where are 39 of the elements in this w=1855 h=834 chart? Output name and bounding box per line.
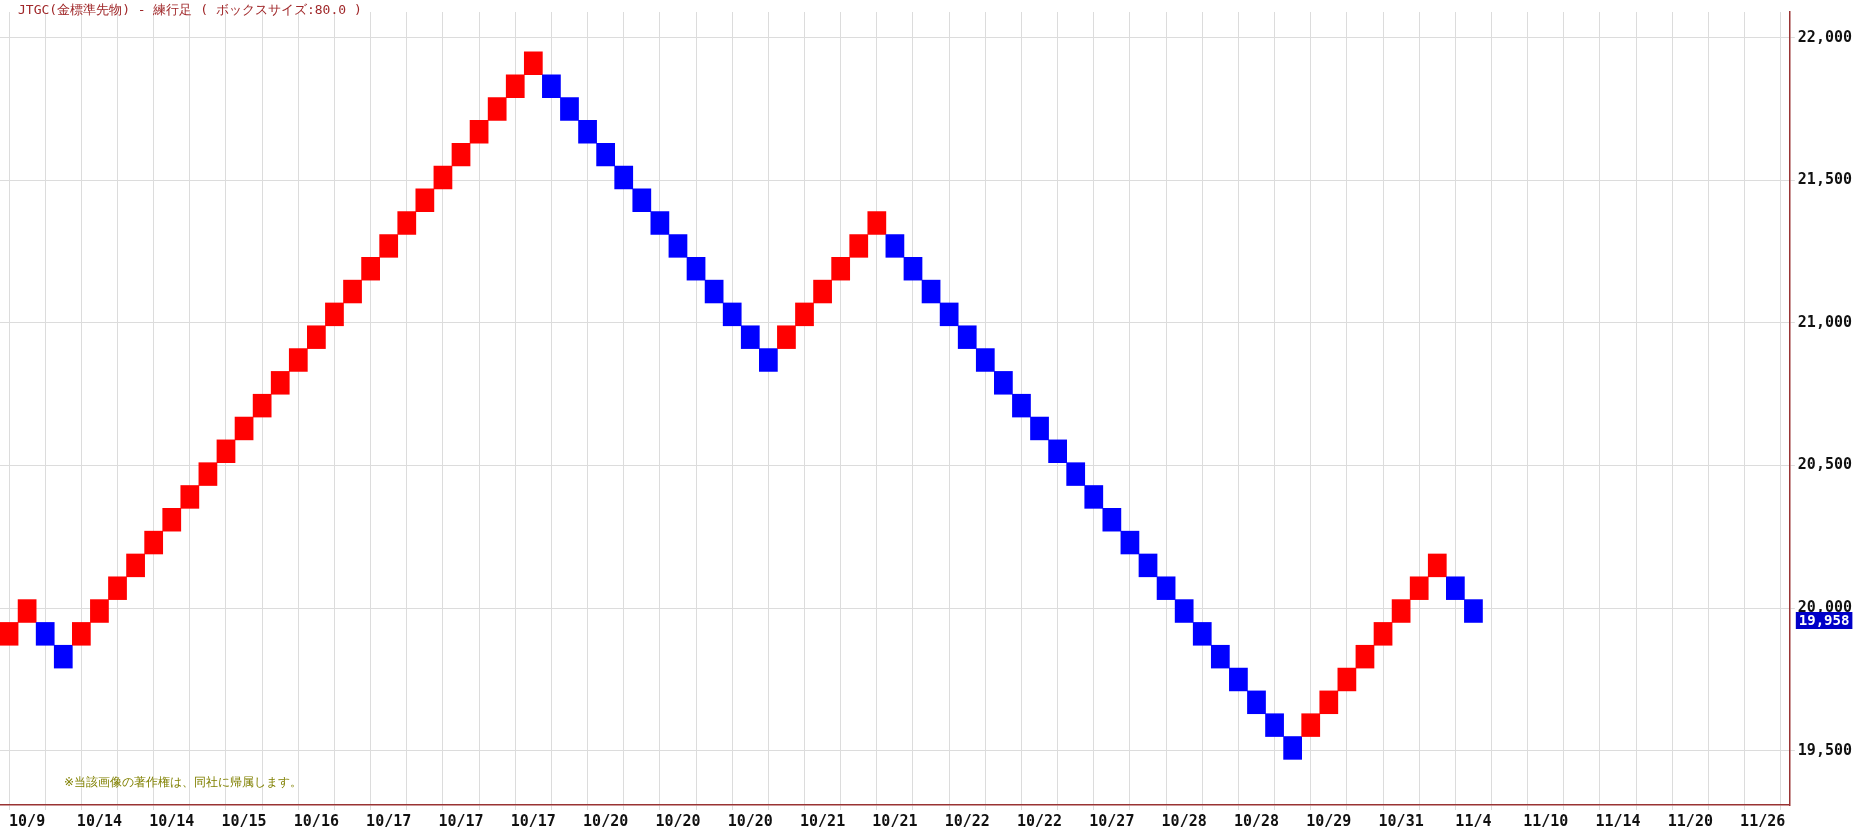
x-tick-label: 10/14 (76, 811, 123, 830)
x-tick-label: 10/17 (438, 811, 484, 830)
x-tick-label: 10/21 (800, 811, 846, 830)
y-tick-label: 21,000 (1797, 312, 1852, 331)
x-tick-label: 10/15 (221, 811, 267, 830)
bar (704, 279, 724, 304)
x-tick-label: 11/14 (1595, 811, 1641, 830)
x-tick-label: 10/22 (1016, 811, 1063, 830)
x-tick-label: 10/16 (293, 811, 339, 830)
y-tick-label: 19,500 (1797, 740, 1852, 759)
x-tick-label: 10/20 (655, 811, 701, 830)
y-tick-label: 21,500 (1797, 170, 1852, 189)
x-tick-label: 11/10 (1523, 811, 1569, 830)
annotation: ※当該画像の著作権は、同社に帰属します。 (64, 775, 303, 790)
bar (1337, 667, 1357, 692)
bar (234, 416, 254, 441)
x-tick-label: 10/27 (1089, 811, 1135, 830)
x-tick-label: 10/21 (872, 811, 918, 830)
text: 19,958 (1798, 611, 1850, 628)
y-tick-label: 22,000 (1797, 27, 1852, 46)
x-tick-label: 10/20 (583, 811, 629, 830)
chart-title: JTGC(金標準先物) - 練行足 ( ボックスサイズ:80.0 ) (18, 2, 362, 18)
x-tick-label: 10/14 (149, 811, 195, 830)
bar (1120, 530, 1140, 555)
x-tick-label: 11/20 (1667, 811, 1713, 830)
x-tick-label: 11/4 (1455, 811, 1492, 830)
x-tick-label: 10/29 (1306, 811, 1352, 830)
x-tick-label: 10/20 (727, 811, 773, 830)
x-tick-label: 11/26 (1740, 811, 1786, 830)
bar (921, 279, 941, 304)
x-tick-label: 10/17 (366, 811, 412, 830)
x-tick-label: 10/28 (1233, 811, 1280, 830)
x-tick-label: 10/17 (510, 811, 556, 830)
x-tick-label: 10/31 (1378, 811, 1424, 830)
x-tick-label: 10/22 (944, 811, 990, 830)
bar (433, 165, 453, 190)
y-tick-label: 20,500 (1797, 455, 1852, 474)
x-tick-label: 10/28 (1161, 811, 1207, 830)
x-tick-label: 10/9 (9, 811, 46, 830)
